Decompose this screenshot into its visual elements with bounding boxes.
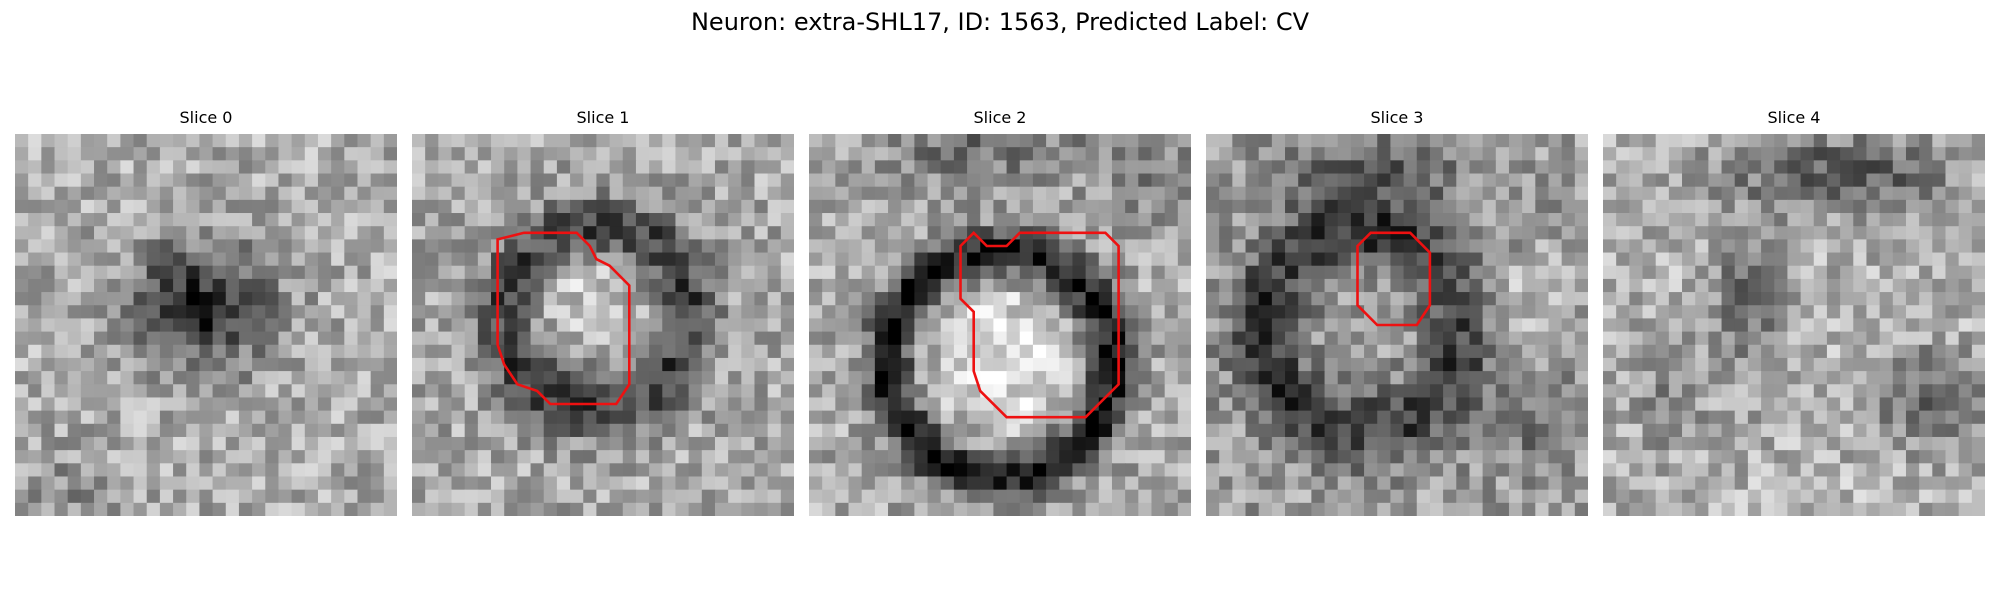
- slice-panel-4: Slice 4: [1603, 108, 1985, 516]
- slice-panel-3: Slice 3: [1206, 108, 1588, 516]
- slice-image: [412, 134, 794, 516]
- slice-title: Slice 0: [179, 108, 233, 127]
- segmentation-outline: [1356, 231, 1432, 327]
- slice-panel-2: Slice 2: [809, 108, 1191, 516]
- slice-panel-1: Slice 1: [412, 108, 794, 516]
- figure-title: Neuron: extra-SHL17, ID: 1563, Predicted…: [690, 8, 1310, 36]
- segmentation-outline: [959, 230, 1120, 419]
- slice-title: Slice 1: [576, 108, 630, 127]
- slice-image: [15, 134, 397, 516]
- slice-image: [1206, 134, 1588, 516]
- slice-image: [809, 134, 1191, 516]
- slice-panel-0: Slice 0: [15, 108, 397, 516]
- segmentation-outline: [496, 231, 631, 406]
- slice-title: Slice 3: [1370, 108, 1424, 127]
- slice-title: Slice 2: [973, 108, 1027, 127]
- slice-image: [1603, 134, 1985, 516]
- slice-title: Slice 4: [1767, 108, 1821, 127]
